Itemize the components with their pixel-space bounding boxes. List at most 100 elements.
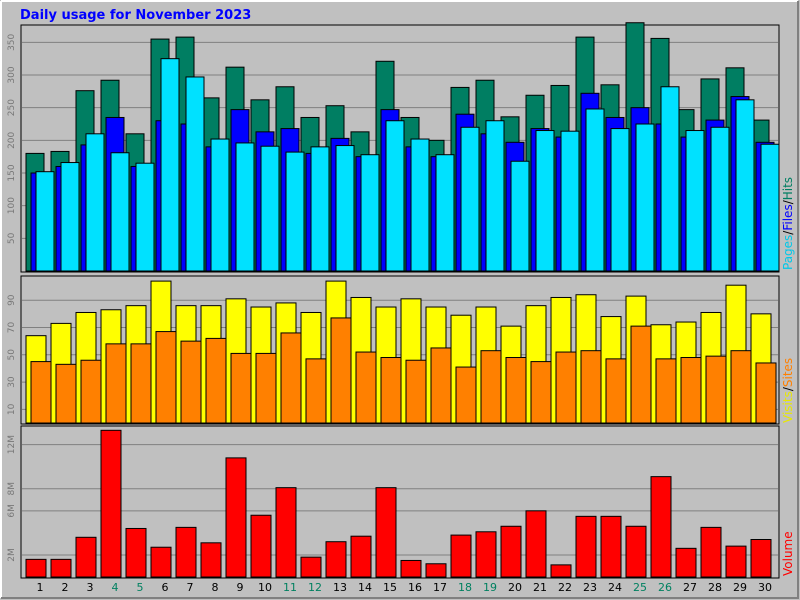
bar-volume-day-9	[225, 457, 247, 578]
bar-volume-day-21	[525, 510, 547, 578]
x-tick-label-day-17: 17	[433, 581, 447, 594]
bar-sites-day-25	[630, 325, 652, 424]
bar-pages-day-23	[585, 108, 605, 272]
y-tick-label-volume: 8M	[7, 482, 17, 496]
y-tick-label-volume: 2M	[7, 548, 17, 562]
bar-volume-day-13	[325, 541, 347, 578]
bar-sites-day-28	[705, 355, 727, 424]
bar-sites-day-4	[105, 343, 127, 424]
bar-pages-day-12	[310, 146, 330, 272]
panel-frame-visits	[20, 275, 780, 425]
y-tick-label-sites_visits: 50	[7, 349, 17, 361]
bar-pages-day-25	[635, 123, 655, 272]
y-tick-label-hits_files_pages: 100	[7, 197, 17, 214]
x-tick-label-day-12: 12	[308, 581, 322, 594]
bar-sites-day-6	[155, 331, 177, 424]
x-tick-label-day-23: 23	[583, 581, 597, 594]
bar-sites-day-2	[55, 363, 77, 424]
bar-volume-day-5	[125, 527, 147, 578]
bar-volume-day-18	[450, 534, 472, 578]
x-tick-label-day-3: 3	[87, 581, 94, 594]
x-tick-label-day-1: 1	[37, 581, 44, 594]
x-tick-label-day-15: 15	[383, 581, 397, 594]
x-tick-label-day-27: 27	[683, 581, 697, 594]
bar-pages-day-5	[135, 162, 155, 272]
x-tick-label-day-7: 7	[187, 581, 194, 594]
x-tick-label-day-30: 30	[758, 581, 772, 594]
bar-layer	[25, 22, 780, 578]
x-tick-label-day-24: 24	[608, 581, 622, 594]
bar-pages-day-27	[685, 130, 705, 272]
chart-title: Daily usage for November 2023	[20, 8, 251, 23]
x-tick-label-day-4: 4	[112, 581, 119, 594]
panel-label-part: Volume	[781, 531, 795, 576]
y-tick-label-sites_visits: 70	[7, 321, 17, 333]
x-tick-label-day-13: 13	[333, 581, 347, 594]
bar-volume-day-19	[475, 531, 497, 578]
bar-volume-day-10	[250, 514, 272, 578]
x-tick-label-day-29: 29	[733, 581, 747, 594]
bar-pages-day-4	[110, 152, 130, 272]
bar-pages-day-15	[385, 120, 405, 272]
bar-pages-day-3	[85, 133, 105, 272]
x-tick-label-day-20: 20	[508, 581, 522, 594]
bar-volume-day-4	[100, 429, 122, 578]
bar-pages-day-9	[235, 142, 255, 272]
y-tick-label-hits_files_pages: 50	[7, 232, 17, 244]
x-tick-label-day-18: 18	[458, 581, 472, 594]
panel-label-part: Pages	[781, 235, 795, 270]
bar-pages-day-16	[410, 138, 430, 272]
bar-sites-day-5	[130, 343, 152, 424]
bar-sites-day-24	[605, 358, 627, 424]
panel-frame-volume	[20, 425, 780, 579]
bar-pages-day-13	[335, 145, 355, 272]
panel-label-part: /	[781, 199, 795, 204]
y-tick-label-sites_visits: 90	[7, 294, 17, 306]
panel-label-part: Files	[781, 204, 795, 230]
bar-sites-day-17	[430, 347, 452, 424]
bar-sites-day-1	[30, 361, 52, 424]
panel-label-part: Hits	[781, 177, 795, 200]
bar-pages-day-1	[35, 171, 55, 272]
panel-label-hits-files-pages: Pages/Files/Hits	[781, 177, 795, 270]
bar-pages-day-14	[360, 154, 380, 272]
panel-label-part: Visits	[781, 391, 795, 423]
x-tick-label-day-11: 11	[283, 581, 297, 594]
x-tick-label-day-25: 25	[633, 581, 647, 594]
bar-sites-day-26	[655, 358, 677, 424]
bar-pages-day-6	[160, 58, 180, 272]
bar-volume-day-12	[300, 556, 322, 578]
bar-volume-day-7	[175, 526, 197, 578]
x-tick-label-day-2: 2	[62, 581, 69, 594]
bar-pages-day-26	[660, 86, 680, 272]
bar-volume-day-15	[375, 487, 397, 578]
x-tick-label-day-5: 5	[137, 581, 144, 594]
bar-volume-day-2	[50, 558, 72, 578]
panel-label-part: /	[781, 386, 795, 391]
y-tick-label-volume: 6M	[7, 504, 17, 517]
y-tick-label-sites_visits: 30	[7, 376, 17, 388]
bar-volume-day-23	[575, 515, 597, 578]
x-tick-label-day-6: 6	[162, 581, 169, 594]
bar-pages-day-29	[735, 99, 755, 272]
bar-sites-day-11	[280, 332, 302, 424]
panel-label-volume: Volume	[781, 531, 795, 576]
x-tick-label-day-10: 10	[258, 581, 272, 594]
bar-sites-day-3	[80, 359, 102, 424]
bar-volume-day-8	[200, 542, 222, 578]
panel-label-part: Sites	[781, 358, 795, 387]
bar-pages-day-8	[210, 138, 230, 272]
bar-pages-day-2	[60, 162, 80, 272]
bar-sites-day-18	[455, 366, 477, 424]
bar-pages-day-21	[535, 130, 555, 272]
y-tick-label-hits_files_pages: 200	[7, 131, 17, 148]
bar-volume-day-17	[425, 563, 447, 578]
x-tick-label-day-14: 14	[358, 581, 372, 594]
bar-volume-day-16	[400, 559, 422, 578]
bar-sites-day-14	[355, 351, 377, 424]
x-tick-label-day-16: 16	[408, 581, 422, 594]
x-tick-label-day-9: 9	[237, 581, 244, 594]
bar-sites-day-20	[505, 357, 527, 424]
bar-volume-day-1	[25, 558, 47, 578]
